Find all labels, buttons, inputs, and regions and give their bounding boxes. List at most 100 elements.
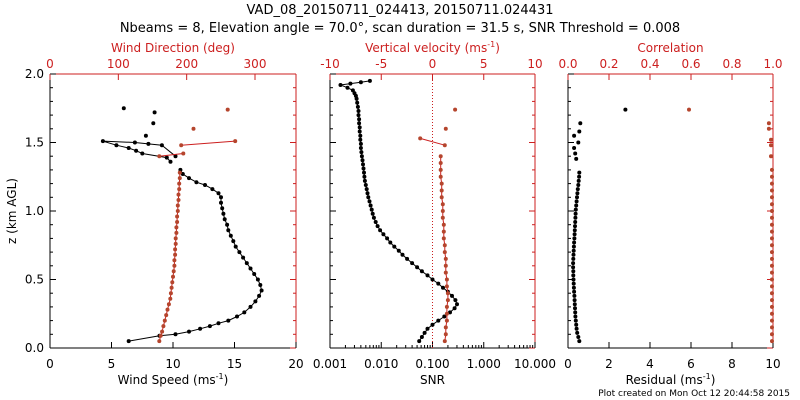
data-point xyxy=(173,236,178,241)
data-point xyxy=(225,222,230,227)
data-point xyxy=(358,137,363,142)
data-point xyxy=(417,339,422,344)
data-point xyxy=(171,269,176,274)
data-point xyxy=(770,311,774,316)
panel-snr: 0.001 0.010 0.100 1.000 10.000 -10 -5 0 5 10 SNR Ve… xyxy=(313,40,556,387)
data-point xyxy=(345,85,350,90)
data-point xyxy=(440,202,445,207)
data-point xyxy=(157,339,162,344)
data-point xyxy=(357,129,362,134)
x-bottom-tick-label: 0 xyxy=(564,357,572,371)
x-top-axis-label: Correlation xyxy=(637,41,703,55)
data-point xyxy=(348,81,353,86)
data-point xyxy=(571,277,576,282)
data-point xyxy=(180,172,185,176)
data-point xyxy=(143,133,148,138)
data-point xyxy=(258,283,263,287)
data-point xyxy=(430,277,435,282)
x-top-tick-label: 0 xyxy=(429,57,437,71)
data-point xyxy=(221,211,226,216)
data-point xyxy=(577,174,582,179)
data-point xyxy=(574,326,579,331)
x-bottom-tick-label: 20 xyxy=(288,357,303,371)
data-point xyxy=(357,121,362,126)
data-point xyxy=(422,330,427,335)
data-point xyxy=(575,195,579,200)
data-point xyxy=(381,232,386,237)
series-line xyxy=(440,156,449,342)
data-point xyxy=(356,109,361,113)
data-point xyxy=(571,256,576,261)
data-point xyxy=(187,176,191,181)
data-point xyxy=(132,140,137,145)
series-line xyxy=(158,172,181,342)
data-point xyxy=(571,252,576,257)
title-line-1: VAD_08_20150711_024413, 20150711.024431 xyxy=(247,3,554,18)
data-point xyxy=(573,207,578,212)
data-point xyxy=(362,178,367,183)
data-point xyxy=(355,100,360,105)
data-point xyxy=(365,191,370,196)
data-point xyxy=(444,277,449,282)
data-point xyxy=(362,174,367,179)
data-point xyxy=(573,220,578,224)
data-point xyxy=(444,311,449,316)
data-point xyxy=(455,302,459,307)
data-point xyxy=(576,140,581,145)
data-point xyxy=(222,217,227,222)
data-point xyxy=(366,195,371,200)
data-point xyxy=(571,261,576,266)
data-point xyxy=(191,126,196,131)
data-point xyxy=(168,291,173,296)
data-point xyxy=(443,256,448,261)
data-point xyxy=(419,335,424,339)
data-point xyxy=(361,166,366,171)
data-point xyxy=(573,215,578,220)
data-point xyxy=(573,151,578,156)
data-point xyxy=(448,310,452,315)
data-point xyxy=(166,302,171,307)
x-top-tick-label: 0.0 xyxy=(558,57,577,71)
data-point xyxy=(444,304,449,309)
data-point xyxy=(175,220,180,224)
data-point xyxy=(770,298,774,303)
series-bottom-black xyxy=(100,106,264,344)
data-point xyxy=(572,302,577,307)
panel-residual: 0 2 4 6 8 10 0.0 0.2 0.4 0.6 0.8 1.0 Residual (ms-1)… xyxy=(558,41,782,387)
x-bottom-tick-label: 5 xyxy=(108,357,116,371)
data-point xyxy=(373,220,378,224)
data-point xyxy=(370,211,375,216)
y-tick-label: 2.0 xyxy=(25,67,44,81)
data-point xyxy=(338,83,343,87)
data-point xyxy=(441,285,445,290)
data-point xyxy=(173,247,178,252)
data-point xyxy=(770,174,774,179)
data-point xyxy=(174,230,179,235)
data-point xyxy=(257,293,262,298)
data-point xyxy=(770,263,774,268)
data-point xyxy=(396,248,401,253)
data-point xyxy=(158,333,163,338)
data-point xyxy=(177,170,182,175)
data-point xyxy=(571,244,576,249)
data-point xyxy=(114,143,119,148)
x-bottom-tick-label: 2 xyxy=(605,357,613,371)
data-point xyxy=(134,148,139,153)
x-bottom-axis-label-base: Wind Speed (ms xyxy=(118,373,216,387)
data-point xyxy=(357,125,362,130)
data-point xyxy=(235,314,239,319)
data-point xyxy=(770,209,774,213)
data-point xyxy=(361,162,365,167)
x-bottom-axis-label: SNR xyxy=(420,373,445,387)
data-point xyxy=(438,161,443,165)
data-point xyxy=(441,222,446,227)
data-point xyxy=(400,252,405,257)
data-point xyxy=(388,240,393,245)
data-point xyxy=(766,121,771,126)
data-point xyxy=(198,326,203,331)
x-bottom-axis-label: Residual (ms-1) xyxy=(626,372,716,387)
data-point xyxy=(770,243,774,248)
y-tick-label: 0.0 xyxy=(25,341,44,355)
x-bottom-axis-label-close: ) xyxy=(711,373,716,387)
